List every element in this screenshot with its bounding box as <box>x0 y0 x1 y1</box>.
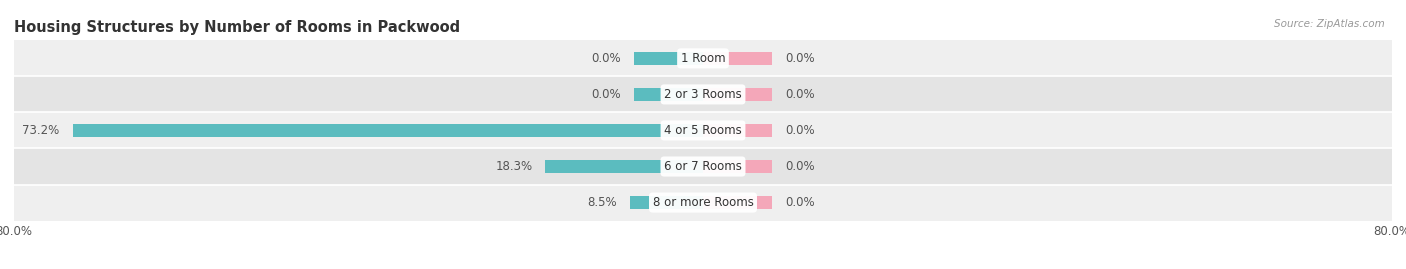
Bar <box>634 88 703 101</box>
Text: Housing Structures by Number of Rooms in Packwood: Housing Structures by Number of Rooms in… <box>14 20 460 35</box>
Bar <box>630 196 703 209</box>
Text: 0.0%: 0.0% <box>785 196 814 209</box>
Bar <box>14 148 1392 185</box>
Text: 4 or 5 Rooms: 4 or 5 Rooms <box>664 124 742 137</box>
Bar <box>73 124 703 137</box>
Bar <box>703 88 772 101</box>
Text: 0.0%: 0.0% <box>592 88 621 101</box>
Text: 73.2%: 73.2% <box>22 124 59 137</box>
Text: 0.0%: 0.0% <box>785 88 814 101</box>
Bar <box>14 40 1392 76</box>
Text: 1 Room: 1 Room <box>681 52 725 65</box>
Text: 0.0%: 0.0% <box>785 124 814 137</box>
Bar <box>546 160 703 173</box>
Text: 8 or more Rooms: 8 or more Rooms <box>652 196 754 209</box>
Text: Source: ZipAtlas.com: Source: ZipAtlas.com <box>1274 19 1385 29</box>
Bar <box>703 124 772 137</box>
Bar <box>14 185 1392 221</box>
Text: 6 or 7 Rooms: 6 or 7 Rooms <box>664 160 742 173</box>
Bar <box>14 112 1392 148</box>
Legend: Owner-occupied, Renter-occupied: Owner-occupied, Renter-occupied <box>575 268 831 269</box>
Bar <box>703 52 772 65</box>
Text: 0.0%: 0.0% <box>785 52 814 65</box>
Text: 8.5%: 8.5% <box>588 196 617 209</box>
Bar <box>14 76 1392 112</box>
Bar <box>634 52 703 65</box>
Text: 0.0%: 0.0% <box>592 52 621 65</box>
Text: 0.0%: 0.0% <box>785 160 814 173</box>
Bar <box>703 160 772 173</box>
Bar <box>703 196 772 209</box>
Text: 2 or 3 Rooms: 2 or 3 Rooms <box>664 88 742 101</box>
Text: 18.3%: 18.3% <box>495 160 533 173</box>
